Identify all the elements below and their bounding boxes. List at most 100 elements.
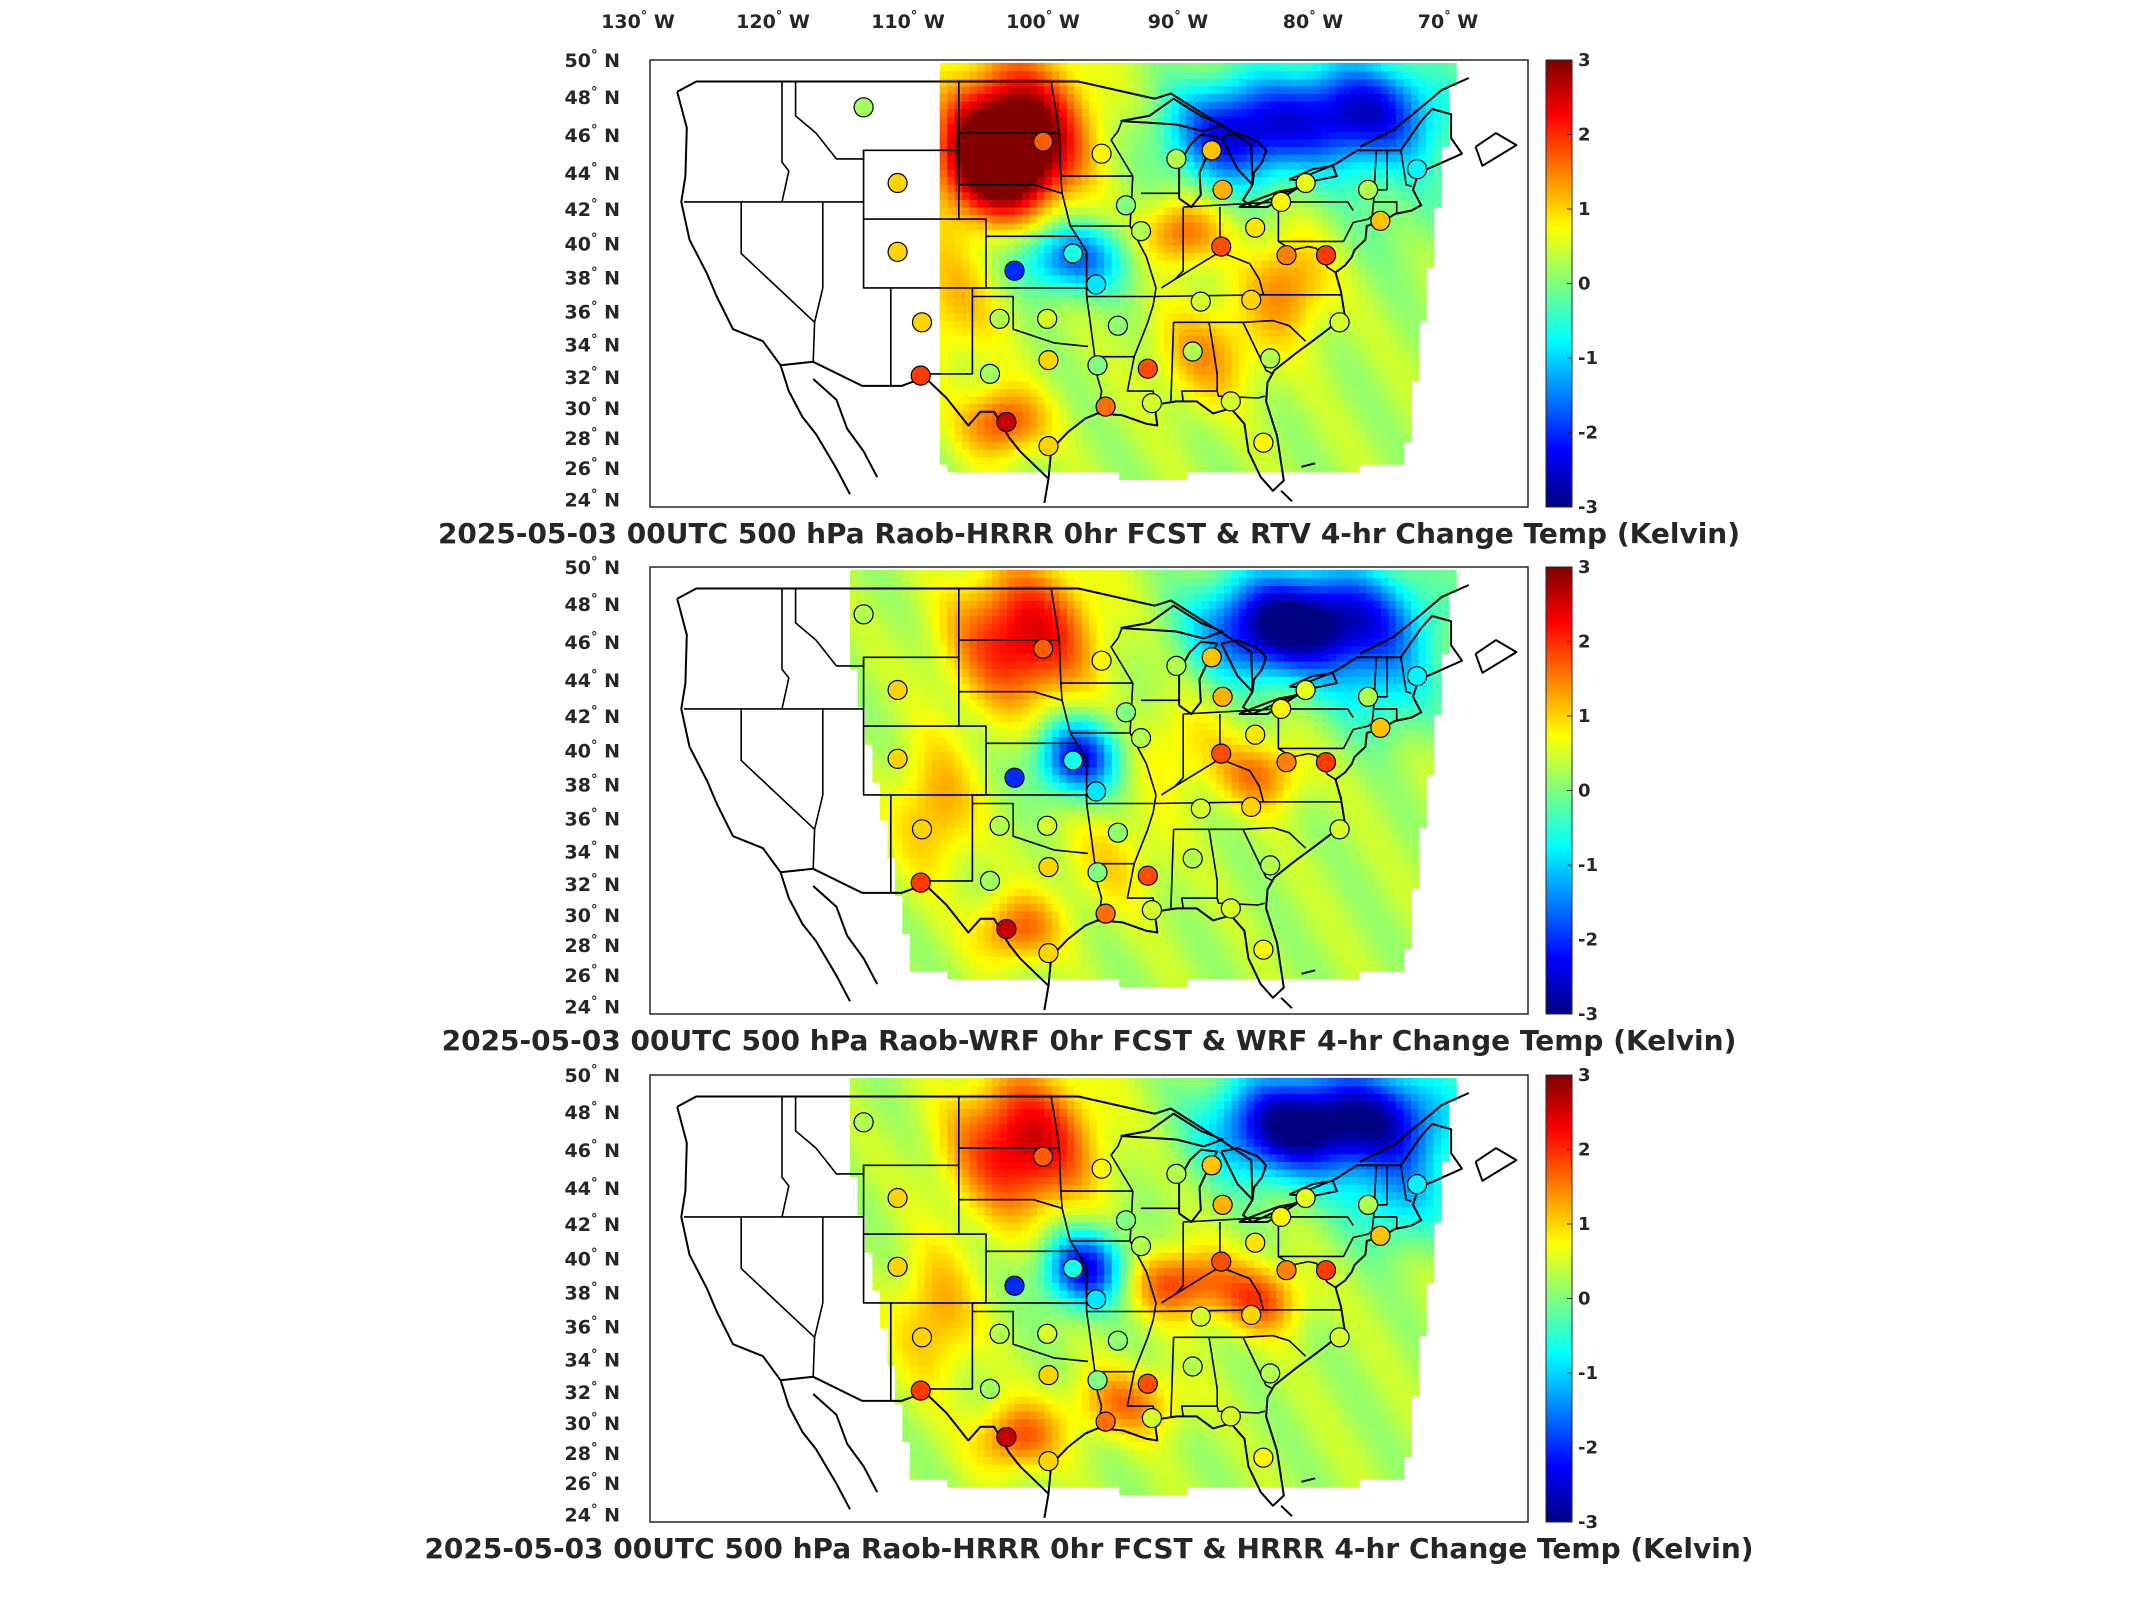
state-border [1110,1135,1157,1420]
state-border [1400,657,1412,695]
state-border [1110,627,1157,912]
panel-title: 2025-05-03 00UTC 500 hPa Raob-HRRR 0hr F… [438,517,1740,550]
raob-station-marker [1190,1306,1211,1327]
raob-station-marker [1241,289,1262,310]
raob-station-marker [996,411,1017,433]
raob-station-marker [1095,1411,1116,1432]
colorbar: 3 2 1 0 -1 -2 -3 [1545,50,1598,518]
raob-station-marker [1182,1356,1203,1377]
coastline [812,378,879,478]
raob-station-marker [911,819,933,840]
colorbar-tick-label: -2 [1578,423,1598,444]
state-border [1160,207,1184,289]
raob-station-marker [1295,1187,1316,1209]
lat-tick-label: 24° N [565,994,620,1018]
map-area [649,566,1529,1015]
raob-station-marker [887,241,908,262]
state-border [812,1216,824,1377]
map-frame [649,1074,1529,1523]
colorbar-tick-label: 1 [1578,706,1591,727]
raob-station-marker [1062,750,1084,771]
lat-tick-label: 46° N [565,630,620,654]
raob-station-marker [989,815,1010,836]
colorbar-tick-label: -1 [1578,1363,1598,1384]
lat-tick-label: 44° N [565,668,620,692]
state-border [862,150,892,386]
raob-station-marker [1315,1260,1337,1281]
state-border [794,1096,959,1175]
lat-tick-label: 24° N [565,1502,620,1526]
great-lake-shore [1220,132,1268,186]
raob-station-marker [1141,393,1162,414]
state-border [1170,1337,1175,1417]
raob-station-marker [1033,131,1054,152]
raob-station-marker [1037,815,1058,836]
colorbar-tick-label: -3 [1578,497,1598,518]
raob-station-marker [1115,195,1137,216]
raob-station-marker [1241,796,1262,817]
lat-tick-label: 42° N [565,704,620,728]
raob-station-marker [887,748,908,769]
lat-tick-label: 28° N [565,1441,620,1465]
great-lake-shore [1220,639,1268,693]
lat-tick-label: 32° N [565,872,620,896]
lat-tick-label: 36° N [565,807,620,831]
colorbar: 3 2 1 0 -1 -2 -3 [1545,557,1598,1025]
raob-station-marker [887,679,908,701]
raob-station-marker [1141,1408,1162,1429]
state-border [812,708,824,869]
raob-station-marker [1037,1323,1058,1344]
state-border [1050,588,1096,864]
raob-station-marker [1086,781,1107,802]
raob-station-marker [1260,348,1281,369]
raob-station-marker [1137,865,1158,886]
raob-station-marker [979,870,1001,891]
colorbar-tick-label: -3 [1578,1512,1598,1533]
map-panels: 50° N 48° N 46° N 44° N 42° N 40° N 38° N 36° N… [424,48,1753,1565]
great-lake-shore [1238,1202,1299,1223]
coastline [1301,1477,1316,1483]
state-border [1181,1337,1218,1417]
great-lake-shore [1120,1112,1224,1148]
temperature-field [850,569,1457,987]
colorbar-tick-label: 0 [1578,274,1591,295]
raob-station-marker [1315,752,1337,773]
raob-station-marker [1087,1370,1108,1391]
state-border [1050,1096,1096,1372]
state-border [1400,1165,1412,1203]
raob-station-marker [887,172,908,194]
lat-tick-label: 36° N [565,1315,620,1339]
colorbar-tick-label: -1 [1578,855,1598,876]
state-border [1181,829,1218,909]
raob-station-marker [1357,1194,1379,1215]
state-border [1373,708,1398,721]
coastline [1280,490,1293,502]
raob-station-marker [853,97,874,118]
raob-station-marker [1329,1327,1350,1348]
state-border [1242,321,1274,375]
raob-station-marker [1190,798,1211,819]
coastline [1359,77,1470,148]
state-border [1181,322,1218,402]
raob-station-marker [1201,647,1222,668]
raob-station-marker [1220,898,1241,919]
raob-station-marker [1253,1447,1274,1468]
state-border [1287,708,1354,718]
raob-station-marker [1329,312,1350,333]
lat-tick-label: 50° N [565,1063,620,1087]
coastline [1474,1147,1518,1182]
colorbar-tick-label: 1 [1578,199,1591,220]
lat-tick-label: 26° N [565,1471,620,1495]
raob-station-marker [1190,291,1211,312]
state-border [972,802,1089,855]
coastline [1301,969,1316,975]
raob-station-marker [1038,1451,1059,1472]
lat-tick-label: 30° N [565,1411,620,1435]
colorbar-tick-label: -2 [1578,930,1598,951]
raob-station-marker [1270,191,1292,212]
raob-station-marker [979,363,1001,384]
raob-station-marker [1182,848,1203,869]
longitude-labels: 130° W 120° W 110° W 100° W 90° W 80° W 70° W [601,9,1478,33]
map-frame [649,59,1529,508]
coastline [779,871,851,1002]
